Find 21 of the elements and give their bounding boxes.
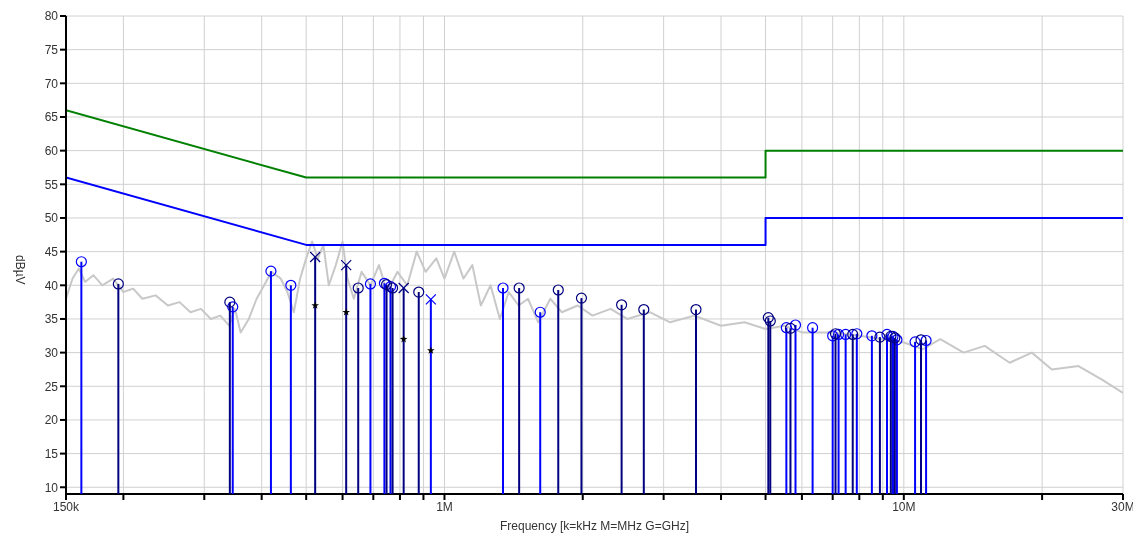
y-axis-title: dBµV — [12, 255, 27, 285]
y-tick-label: 35 — [44, 312, 59, 327]
y-tick-label: 40 — [44, 278, 59, 293]
y-tick-label: 25 — [44, 379, 59, 394]
y-tick-label: 75 — [44, 42, 59, 57]
y-tick-label: 30 — [44, 345, 59, 360]
y-tick-label: 70 — [44, 76, 59, 91]
y-tick-label: 80 — [44, 9, 59, 24]
y-tick-label: 60 — [44, 143, 59, 158]
x-tick-label: 1M — [436, 499, 453, 514]
y-tick-label: 65 — [44, 110, 59, 125]
x-tick-label: 10M — [892, 499, 916, 514]
x-tick-label: 30M — [1111, 499, 1135, 514]
y-tick-label: 10 — [44, 480, 59, 495]
y-tick-label: 15 — [44, 446, 59, 461]
y-tick-label: 55 — [44, 177, 59, 192]
y-tick-label: 20 — [44, 413, 59, 428]
x-tick-label: 150k — [52, 499, 81, 514]
x-axis-title: Frequency [k=kHz M=MHz G=GHz] — [499, 519, 690, 533]
y-tick-label: 50 — [44, 211, 59, 226]
y-tick-label: 45 — [44, 244, 59, 259]
